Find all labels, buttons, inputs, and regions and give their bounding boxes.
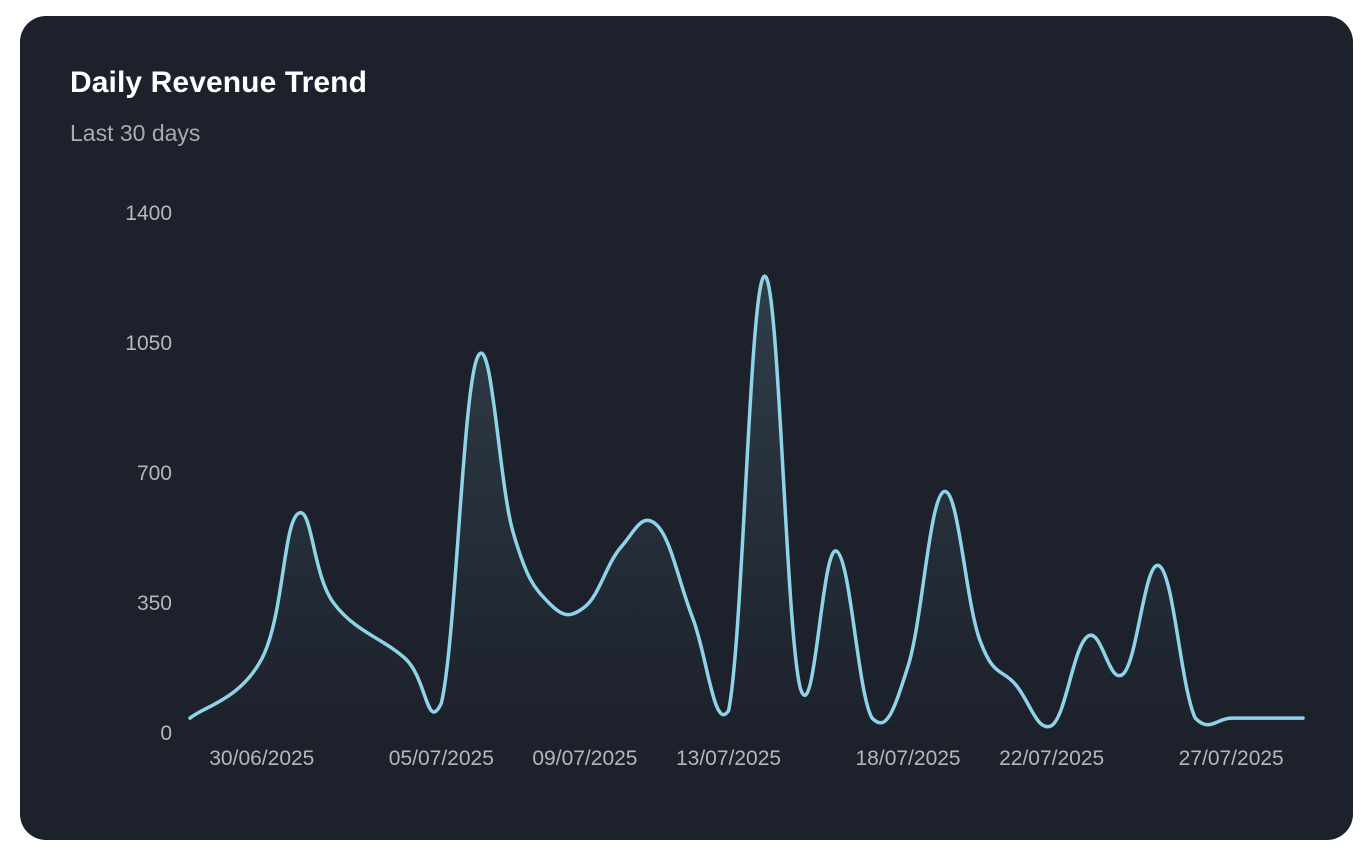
data-point [1228, 715, 1234, 721]
data-point [833, 548, 839, 554]
data-point [869, 715, 875, 721]
data-point [905, 663, 911, 669]
data-point [1049, 723, 1055, 729]
y-tick-label: 0 [160, 722, 172, 745]
data-point [1013, 682, 1019, 688]
data-point [977, 637, 983, 643]
data-point [1085, 633, 1091, 639]
data-point [941, 489, 947, 495]
data-point [331, 600, 337, 606]
y-axis-ticks: 0 350 700 1050 1400 [125, 202, 172, 745]
chart-subtitle: Last 30 days [70, 120, 201, 146]
data-point [618, 544, 624, 550]
data-point [438, 700, 444, 706]
data-point [402, 656, 408, 662]
data-point [654, 522, 660, 528]
y-tick-label: 350 [137, 592, 172, 615]
area-fill [190, 276, 1303, 733]
data-point [295, 511, 301, 517]
data-point [1156, 563, 1162, 569]
data-point [1300, 715, 1306, 721]
y-tick-label: 1400 [125, 202, 172, 225]
data-point [1120, 671, 1126, 677]
x-tick-label: 09/07/2025 [532, 747, 637, 770]
x-tick-label: 13/07/2025 [676, 747, 781, 770]
chart-title: Daily Revenue Trend [70, 66, 368, 99]
data-point [797, 685, 803, 691]
data-point [1192, 715, 1198, 721]
x-tick-label: 30/06/2025 [209, 747, 314, 770]
x-tick-label: 27/07/2025 [1179, 747, 1284, 770]
data-point [582, 604, 588, 610]
data-point [510, 529, 516, 535]
data-point [546, 600, 552, 606]
data-point [259, 656, 265, 662]
data-point [761, 273, 767, 279]
data-point [187, 715, 193, 721]
data-point [1264, 715, 1270, 721]
data-point [690, 615, 696, 621]
x-axis-ticks: 30/06/2025 05/07/2025 09/07/2025 13/07/2025… [209, 747, 1283, 770]
x-tick-label: 18/07/2025 [856, 747, 961, 770]
series-line [188, 274, 1305, 729]
x-tick-label: 22/07/2025 [999, 747, 1104, 770]
data-point [474, 355, 480, 361]
y-tick-label: 1050 [125, 332, 172, 355]
x-tick-label: 05/07/2025 [389, 747, 494, 770]
y-tick-label: 700 [137, 462, 172, 485]
data-point [726, 708, 732, 714]
